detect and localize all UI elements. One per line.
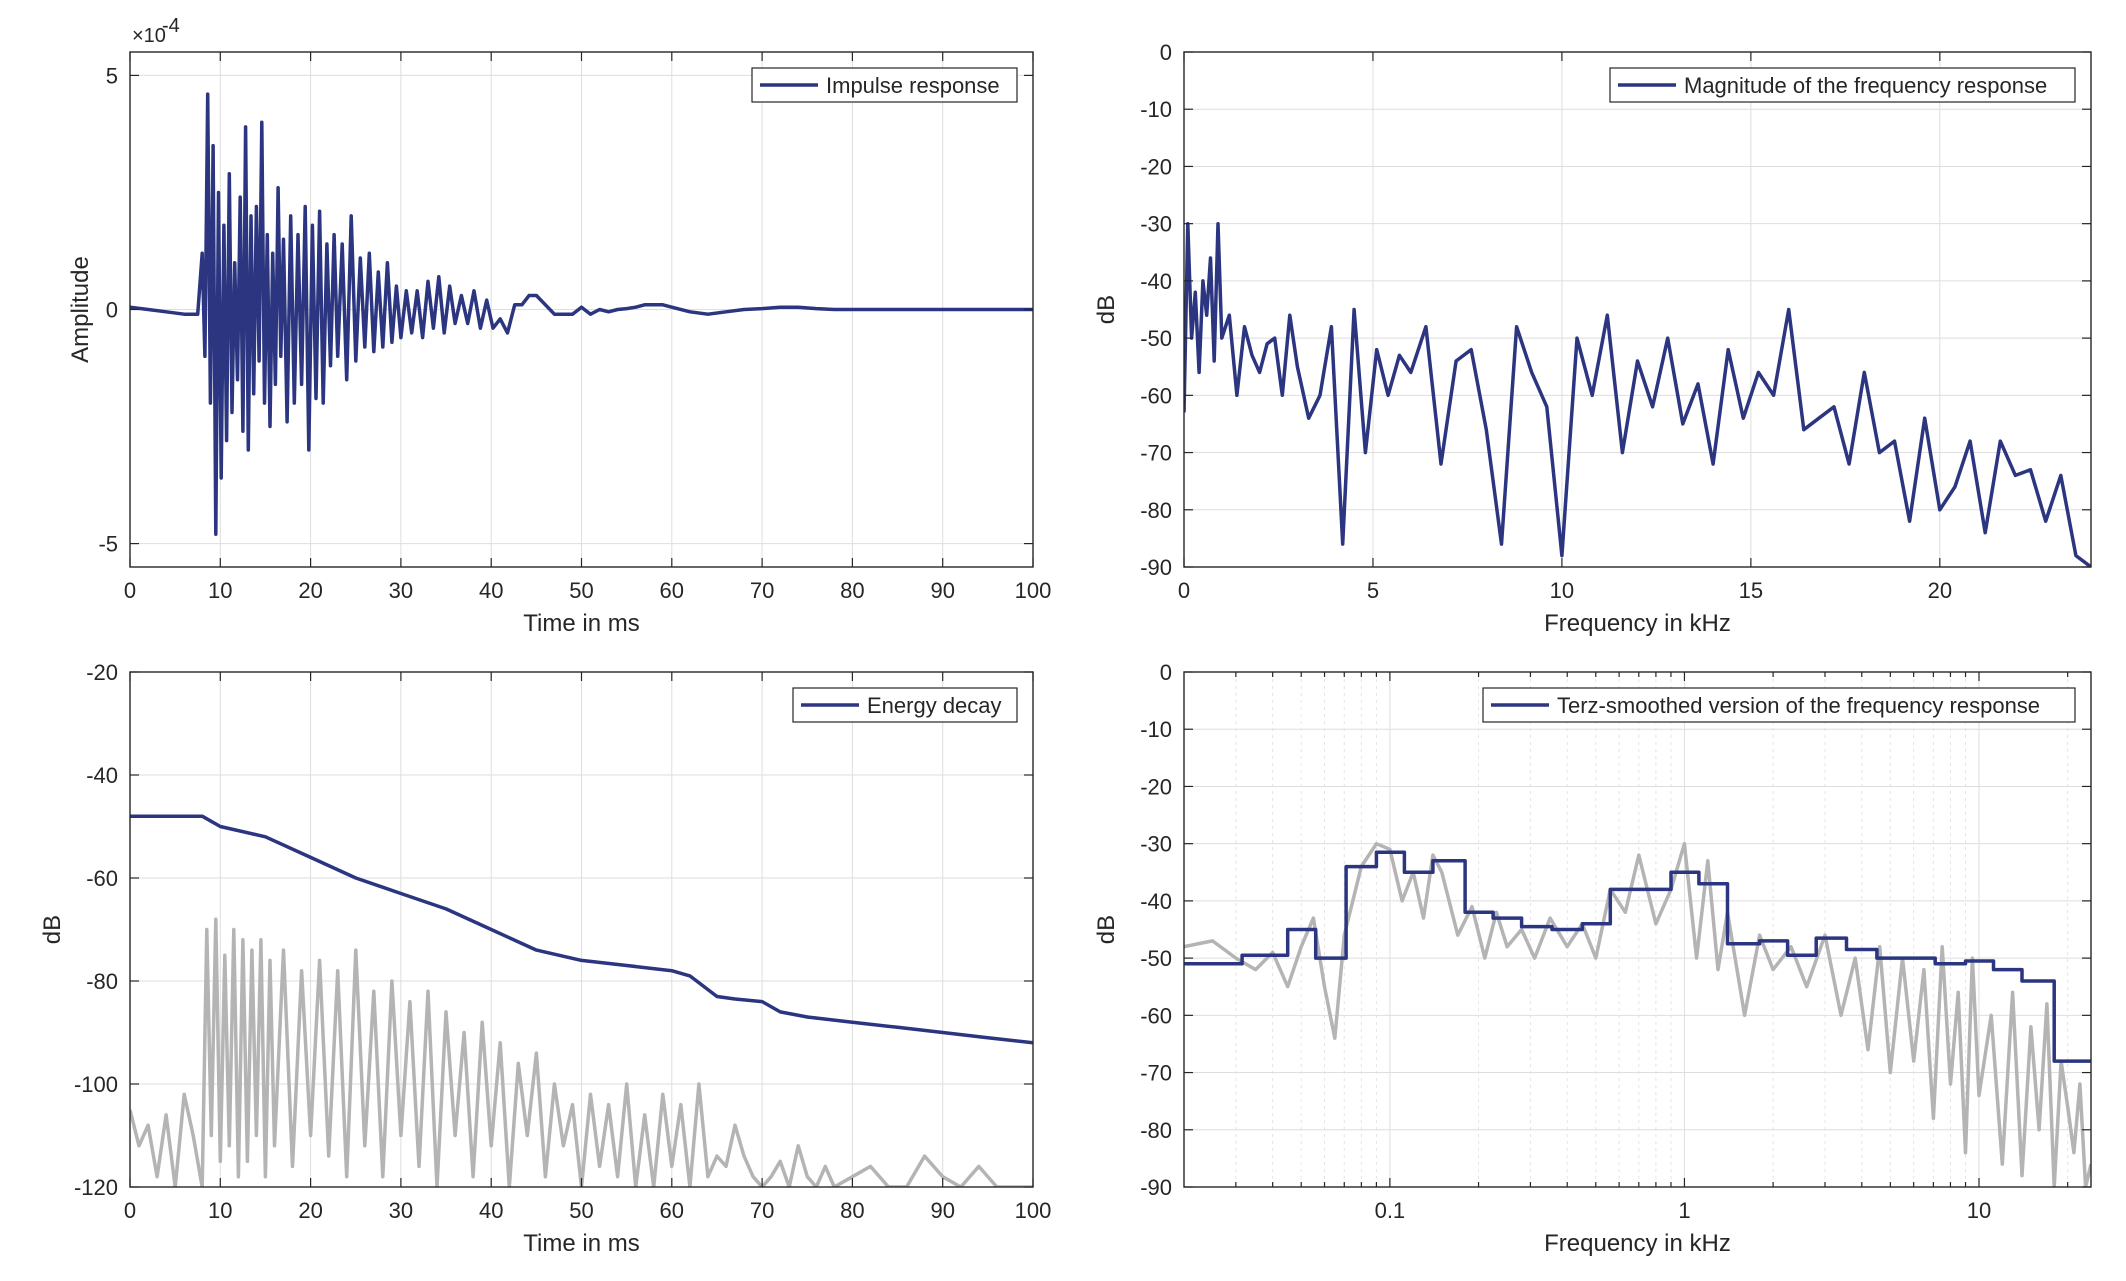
y-tick-label: -30 [1140,832,1172,857]
x-tick-label: 30 [389,578,413,603]
y-tick-label: 0 [1160,660,1172,685]
y-tick-label: -50 [1140,946,1172,971]
y-tick-label: -60 [86,866,118,891]
x-tick-label: 90 [930,1198,954,1223]
x-tick-label: 100 [1015,1198,1052,1223]
y-tick-label: -20 [86,660,118,685]
x-tick-label: 60 [660,578,684,603]
y-tick-label: 5 [106,63,118,88]
y-tick-label: -40 [86,763,118,788]
series-line-terz-smoothed-version-of-the-frequency-response [1184,850,2091,1063]
y-tick-label: -30 [1140,212,1172,237]
series-line-magnitude-of-the-frequency-response [1184,221,2091,567]
x-axis-label: Frequency in kHz [1544,610,1731,637]
series-group [130,92,1033,536]
x-tick-label: 70 [750,578,774,603]
y-tick-label: -80 [86,969,118,994]
y-tick-label: -100 [74,1072,118,1097]
axes-frame [1183,51,2092,568]
x-tick-label: 5 [1367,578,1379,603]
x-tick-label: 100 [1015,578,1052,603]
x-tick-label: 80 [840,578,864,603]
chart-magnitude: 0 5 10 15 20 0 -10 -20 -30 -40 -50 -60 -70 -80 -90 Freq… [1093,40,2092,637]
exponent-label: ×10 [132,25,166,47]
chart-terz: 0.1 1 10 0 -10 -20 -30 -40 -50 -60 -70 -80 -90 Freque… [1093,660,2092,1257]
x-tick-label: 0 [124,578,136,603]
series-line-impulse-response [130,92,1033,536]
y-tick-label: -90 [1140,555,1172,580]
y-tick-label: -70 [1140,441,1172,466]
legend-label: Impulse response [826,73,1000,98]
y-tick-label: -50 [1140,326,1172,351]
x-tick-label: 0 [1178,578,1190,603]
y-tick-label: -60 [1140,383,1172,408]
series-line-raw-1 [1184,841,2091,1187]
x-tick-label: 20 [1928,578,1952,603]
series-group [130,814,1033,1187]
y-tick-label: -20 [1140,774,1172,799]
y-tick-label: -60 [1140,1003,1172,1028]
exponent-power: -4 [162,15,180,37]
x-tick-label: 20 [298,578,322,603]
chart-energy: 0 10 20 30 40 50 60 70 80 90 100 -20 -40 -60 -80 -100 -1… [39,660,1051,1257]
y-axis-label: dB [1093,915,1120,944]
series-line-raw-1 [130,917,1033,1187]
y-tick-label: -10 [1140,717,1172,742]
legend-box [792,687,1018,723]
x-tick-label: 80 [840,1198,864,1223]
x-tick-label: 50 [569,1198,593,1223]
legend-box [1609,67,2076,103]
y-tick-label: -5 [98,532,118,557]
x-axis-label: Time in ms [523,610,639,637]
x-tick-label: 60 [660,1198,684,1223]
x-tick-label: 20 [298,1198,322,1223]
legend-label: Energy decay [867,693,1002,718]
axes-frame [1183,671,2092,1188]
y-axis-label: dB [1093,295,1120,324]
x-tick-label: 15 [1739,578,1763,603]
legend-box [1482,687,2076,723]
y-axis-label: dB [39,915,66,944]
y-tick-label: -80 [1140,498,1172,523]
y-tick-label: 0 [1160,40,1172,65]
x-tick-label: 40 [479,1198,503,1223]
x-tick-label: 1 [1678,1198,1690,1223]
y-tick-label: -40 [1140,269,1172,294]
plot-area [1184,672,2091,1187]
x-tick-label: 0 [124,1198,136,1223]
y-tick-label: -10 [1140,97,1172,122]
legend-label: Magnitude of the frequency response [1684,73,2047,98]
x-tick-label: 50 [569,578,593,603]
x-tick-label: 0.1 [1375,1198,1406,1223]
y-tick-label: -80 [1140,1118,1172,1143]
x-tick-label: 10 [208,1198,232,1223]
series-line-energy-decay [130,814,1033,1045]
x-tick-label: 90 [930,578,954,603]
y-tick-label: -40 [1140,889,1172,914]
y-tick-label: 0 [106,298,118,323]
y-axis-label: Amplitude [67,256,94,363]
x-tick-label: 10 [1550,578,1574,603]
series-group [1184,221,2091,567]
y-tick-label: -20 [1140,154,1172,179]
x-tick-label: 70 [750,1198,774,1223]
y-tick-label: -120 [74,1175,118,1200]
series-group [1184,841,2091,1187]
x-tick-label: 10 [1967,1198,1991,1223]
x-tick-label: 40 [479,578,503,603]
x-axis-label: Frequency in kHz [1544,1230,1731,1257]
y-tick-label: -90 [1140,1175,1172,1200]
x-axis-label: Time in ms [523,1230,639,1257]
x-tick-label: 10 [208,578,232,603]
y-tick-label: -70 [1140,1061,1172,1086]
x-tick-label: 30 [389,1198,413,1223]
legend-label: Terz-smoothed version of the frequency r… [1557,693,2040,718]
